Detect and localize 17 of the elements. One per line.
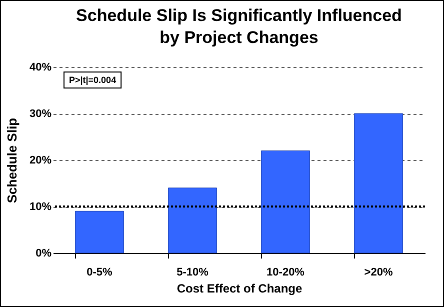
bar [168, 188, 217, 254]
y-tick-label: 30% [29, 108, 52, 120]
x-tick-label: 0-5% [86, 266, 113, 278]
chart-title: Schedule Slip Is Significantly Influenced by Project Changes [76, 6, 402, 47]
bar [75, 210, 124, 254]
bar [261, 150, 310, 254]
x-tick-label: >20% [364, 266, 393, 278]
annotation: P>|t|=0.004 [69, 75, 116, 85]
y-tick-label: 0% [36, 248, 52, 260]
x-axis-title: Cost Effect of Change [176, 282, 302, 296]
y-tick-label: 10% [29, 201, 52, 213]
x-tick-label: 5-10% [176, 266, 209, 278]
x-tick-label: 10-20% [266, 266, 305, 278]
bar [354, 113, 403, 254]
y-tick-label: 40% [29, 62, 52, 74]
y-tick-label: 20% [29, 154, 52, 166]
y-axis-title: Schedule Slip [4, 118, 20, 204]
